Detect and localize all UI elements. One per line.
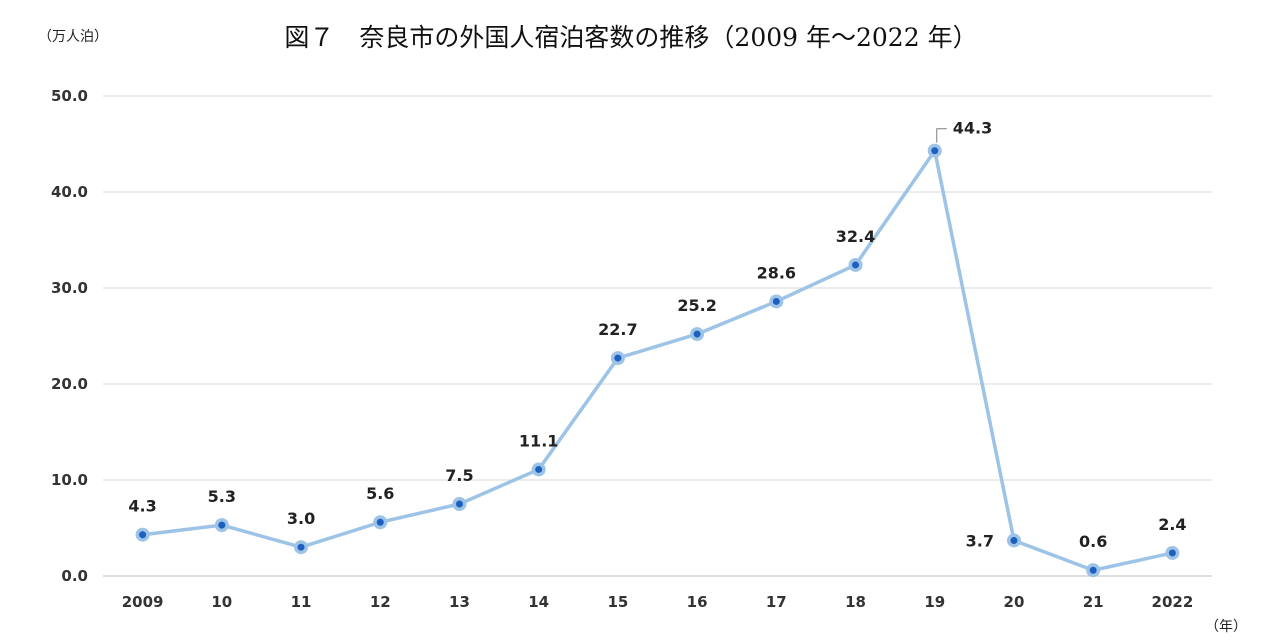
data-label: 28.6	[757, 263, 796, 282]
data-point-center	[931, 147, 939, 155]
x-tick-label: 15	[607, 593, 628, 611]
series-line	[142, 148, 1173, 572]
data-point-center	[1089, 566, 1097, 574]
data-point-center	[1010, 536, 1018, 544]
data-point-center	[614, 354, 622, 362]
x-tick-label: 21	[1083, 593, 1104, 611]
data-label: 5.6	[366, 484, 394, 503]
x-tick-label: 19	[924, 593, 945, 611]
y-tick-label: 10.0	[51, 471, 88, 489]
data-point-center	[455, 500, 463, 508]
x-tick-label: 13	[449, 593, 470, 611]
x-axis-unit-label: （年）	[1205, 619, 1247, 635]
x-tick-label: 2022	[1152, 593, 1194, 611]
data-point-center	[1168, 549, 1176, 557]
y-tick-label: 50.0	[51, 87, 88, 105]
x-tick-label: 20	[1004, 593, 1025, 611]
x-tick-label: 14	[528, 593, 549, 611]
x-tick-label: 2009	[122, 593, 164, 611]
data-label: 32.4	[836, 227, 875, 246]
data-label: 44.3	[953, 119, 992, 138]
x-tick-label: 17	[766, 593, 787, 611]
x-tick-label: 12	[370, 593, 391, 611]
data-label: 0.6	[1079, 532, 1107, 551]
data-point-center	[693, 330, 701, 338]
data-label: 22.7	[598, 320, 637, 339]
x-tick-label: 11	[291, 593, 312, 611]
data-point-center	[535, 465, 543, 473]
data-label: 11.1	[519, 431, 558, 450]
data-point-center	[772, 297, 780, 305]
chart-title: 図７ 奈良市の外国人宿泊客数の推移（2009 年～2022 年）	[284, 23, 978, 52]
data-point-center	[376, 518, 384, 526]
data-point-center	[297, 543, 305, 551]
data-label: 3.7	[966, 531, 994, 550]
x-tick-label: 16	[687, 593, 708, 611]
x-tick-label: 10	[211, 593, 232, 611]
y-tick-label: 20.0	[51, 375, 88, 393]
y-tick-label: 40.0	[51, 183, 88, 201]
y-axis-unit-label: （万人泊）	[38, 29, 108, 45]
data-label: 2.4	[1158, 515, 1186, 534]
data-label: 5.3	[208, 487, 236, 506]
peak-leader-line	[936, 128, 947, 143]
data-label: 3.0	[287, 509, 315, 528]
data-point-center	[852, 261, 860, 269]
data-point-center	[218, 521, 226, 529]
y-tick-label: 30.0	[51, 279, 88, 297]
data-label: 25.2	[677, 296, 716, 315]
x-tick-label: 18	[845, 593, 866, 611]
data-label: 4.3	[128, 497, 156, 516]
y-tick-label: 0.0	[61, 567, 88, 585]
data-point-center	[139, 531, 147, 539]
data-label: 7.5	[445, 466, 473, 485]
